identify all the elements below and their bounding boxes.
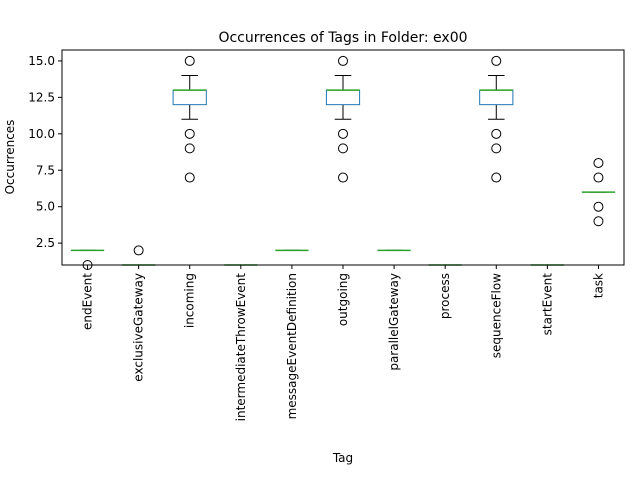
box-incoming [172, 55, 207, 183]
outlier-point [338, 128, 348, 139]
y-tick-label: 12.5 [28, 90, 55, 104]
x-tick-label: startEvent [540, 273, 554, 336]
outlier-point [491, 55, 502, 66]
outlier-point [184, 128, 195, 139]
outlier-point [593, 201, 604, 212]
y-tick-label: 7.5 [36, 163, 55, 177]
outlier-point [338, 143, 348, 154]
y-axis-label: Occurrences [3, 120, 17, 195]
x-tick-label: task [591, 273, 605, 298]
y-tick-label: 5.0 [36, 200, 55, 214]
x-tick-label: intermediateThrowEvent [234, 273, 248, 422]
x-axis-label: Tag [332, 451, 353, 465]
outlier-point [133, 245, 144, 256]
y-axis-ticks: 2.5 5.0 7.5 10.0 12.5 15.0 [28, 54, 62, 250]
y-tick-label: 2.5 [36, 236, 55, 250]
x-tick-label: endEvent [81, 273, 95, 330]
y-tick-label: 10.0 [28, 127, 55, 141]
y-tick-label: 15.0 [28, 54, 55, 68]
outlier-point [491, 128, 502, 139]
x-axis-ticks: endEvent exclusiveGateway incoming intermed… [81, 265, 605, 422]
x-tick-label: messageEventDefinition [285, 273, 299, 419]
outlier-point [491, 172, 502, 183]
outlier-point [491, 143, 502, 154]
outlier-point [338, 172, 348, 183]
outlier-point [593, 157, 604, 168]
box-sequenceFlow [479, 55, 514, 183]
x-tick-label: parallelGateway [387, 273, 401, 371]
box-outgoing [325, 55, 361, 183]
chart-title: Occurrences of Tags in Folder: ex00 [218, 30, 467, 46]
x-tick-label: sequenceFlow [489, 273, 503, 358]
box-task [581, 157, 616, 227]
outlier-point [593, 216, 604, 227]
x-tick-label: process [438, 273, 452, 319]
outlier-point [184, 55, 195, 66]
outlier-point [338, 55, 348, 66]
axes-frame [61, 49, 625, 266]
x-tick-label: incoming [183, 273, 197, 328]
x-tick-label: exclusiveGateway [132, 273, 146, 382]
x-tick-label: outgoing [336, 273, 350, 326]
outlier-point [184, 172, 195, 183]
outlier-point [593, 172, 604, 183]
outlier-point [184, 143, 195, 154]
